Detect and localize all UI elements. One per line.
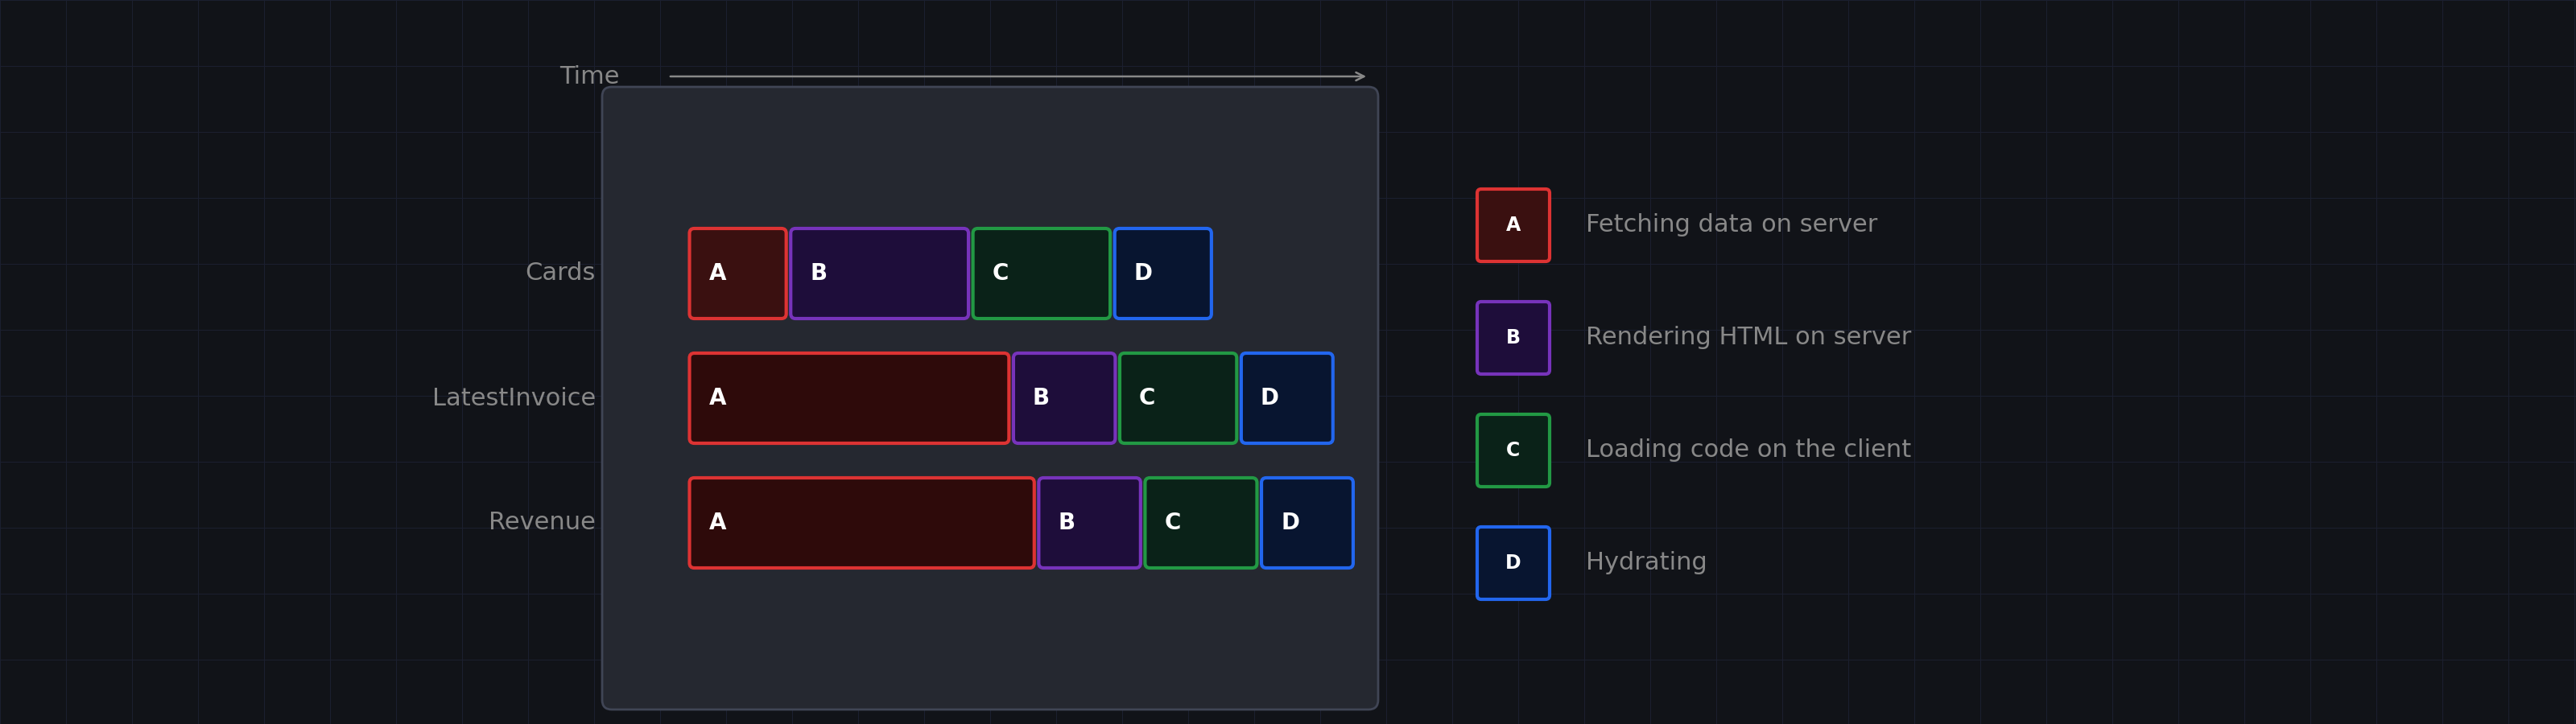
Text: Time: Time [559,64,621,88]
Text: LatestInvoice: LatestInvoice [433,387,595,410]
Text: D: D [1260,387,1280,410]
FancyBboxPatch shape [1476,527,1551,599]
Text: Fetching data on server: Fetching data on server [1587,214,1878,237]
Text: B: B [1033,387,1051,410]
Text: B: B [1507,328,1520,348]
Text: Cards: Cards [526,262,595,285]
FancyBboxPatch shape [1146,478,1257,568]
Text: A: A [708,387,726,410]
Text: A: A [1507,216,1520,235]
Text: C: C [1139,387,1157,410]
FancyBboxPatch shape [1476,189,1551,261]
Text: C: C [992,262,1010,285]
Text: Revenue: Revenue [489,511,595,534]
FancyBboxPatch shape [974,229,1110,319]
Text: B: B [809,262,827,285]
FancyBboxPatch shape [791,229,969,319]
Text: Hydrating: Hydrating [1587,552,1708,575]
FancyBboxPatch shape [1476,414,1551,487]
Text: C: C [1507,441,1520,460]
FancyBboxPatch shape [603,87,1378,710]
Text: C: C [1164,512,1180,534]
FancyBboxPatch shape [690,229,786,319]
FancyBboxPatch shape [690,353,1010,443]
FancyBboxPatch shape [1012,353,1115,443]
FancyBboxPatch shape [690,478,1033,568]
FancyBboxPatch shape [1038,478,1141,568]
Text: D: D [1504,553,1522,573]
Text: D: D [1280,512,1298,534]
FancyBboxPatch shape [1262,478,1352,568]
FancyBboxPatch shape [1121,353,1236,443]
FancyBboxPatch shape [1115,229,1211,319]
Text: D: D [1133,262,1151,285]
Text: A: A [708,262,726,285]
FancyBboxPatch shape [1242,353,1332,443]
Text: B: B [1059,512,1074,534]
Text: A: A [708,512,726,534]
Text: Loading code on the client: Loading code on the client [1587,439,1911,462]
Text: Rendering HTML on server: Rendering HTML on server [1587,327,1911,350]
FancyBboxPatch shape [1476,302,1551,374]
